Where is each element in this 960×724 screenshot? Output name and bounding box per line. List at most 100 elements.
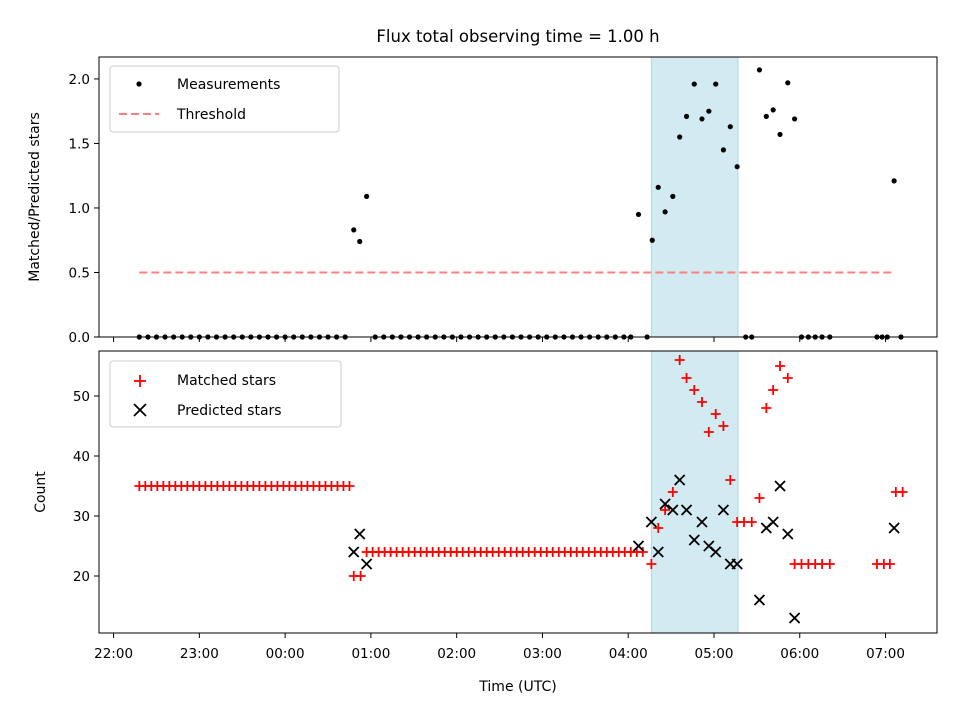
x-tick-label: 00:00 xyxy=(266,646,305,662)
top-panel: 0.0 0.5 1.0 1.5 2.0 Flux total observing tim… xyxy=(27,27,938,346)
measurements-point xyxy=(699,116,705,122)
measurements-point xyxy=(670,193,676,199)
measurements-point xyxy=(683,113,690,119)
x-tick-label: 05:00 xyxy=(695,646,734,662)
predicted-stars-point xyxy=(717,504,730,516)
matched-stars-point xyxy=(703,427,714,437)
bottom-plot-frame xyxy=(98,350,938,634)
matched-stars-point xyxy=(689,385,700,395)
y-tick-label: 0.5 xyxy=(69,265,90,281)
measurements-point xyxy=(351,227,357,233)
measurements-point xyxy=(655,184,661,190)
measurements-point xyxy=(649,237,655,243)
chart-title: Flux total observing time = 1.00 h xyxy=(376,27,659,46)
predicted-stars-point xyxy=(659,498,671,510)
predicted-stars-point xyxy=(753,594,766,606)
matched-stars-point xyxy=(637,547,648,557)
matched-stars-point xyxy=(884,559,895,569)
y-tick-label: 0.0 xyxy=(69,330,90,346)
bottom-panel: 20 30 40 50 22:00 23:00 00:00 01:00 02:00 03:00 0… xyxy=(33,350,938,695)
predicted-stars-point xyxy=(774,480,786,492)
legend-label-threshold: Threshold xyxy=(176,107,246,123)
predicted-stars-point xyxy=(667,504,679,516)
matched-stars-point xyxy=(710,409,721,419)
measurements-point xyxy=(770,107,776,113)
top-plot-frame xyxy=(98,56,938,338)
legend-label-predicted-stars: Predicted stars xyxy=(177,403,282,419)
y-tick-label: 40 xyxy=(73,449,90,465)
matched-stars-point xyxy=(897,487,908,497)
measurements-point xyxy=(792,116,798,122)
matched-stars-point xyxy=(696,397,707,407)
legend-marker-predicted-stars xyxy=(133,403,147,417)
y-tick-label: 30 xyxy=(73,509,90,525)
measurements-point xyxy=(364,193,370,199)
x-tick-label: 02:00 xyxy=(437,646,476,662)
matched-stars-point xyxy=(768,385,779,395)
legend-label-measurements: Measurements xyxy=(177,77,280,93)
matched-stars-point xyxy=(355,571,366,581)
measurements-point xyxy=(713,81,719,87)
matched-stars-point xyxy=(344,481,355,491)
top-legend: Measurements Threshold xyxy=(109,65,340,133)
matched-stars-point xyxy=(754,493,765,503)
predicted-stars-point xyxy=(688,534,700,546)
matched-stars-point xyxy=(746,517,757,527)
top-y-axis-label: Matched/Predicted stars xyxy=(27,112,43,282)
matched-stars-point xyxy=(725,475,736,485)
measurements-point xyxy=(777,131,783,138)
matched-stars-point xyxy=(782,373,793,383)
matched-stars-point xyxy=(667,487,678,497)
measurements-point xyxy=(734,164,740,170)
predicted-stars-point xyxy=(674,474,686,486)
measurements-point xyxy=(785,80,791,86)
predicted-stars-point xyxy=(632,540,645,552)
matched-stars-point xyxy=(681,373,692,383)
x-tick-label: 23:00 xyxy=(180,646,219,662)
x-tick-label: 06:00 xyxy=(780,646,819,662)
measurements-point xyxy=(720,147,727,153)
predicted-stars-point xyxy=(888,522,900,534)
matched-stars-point xyxy=(646,559,657,569)
y-tick-label: 20 xyxy=(73,569,90,585)
x-tick-label: 07:00 xyxy=(866,646,905,662)
predicted-stars-point xyxy=(354,528,366,540)
x-tick-label: 01:00 xyxy=(351,646,390,662)
predicted-stars-point xyxy=(348,546,360,558)
predicted-stars-point xyxy=(696,516,708,528)
measurements-point xyxy=(691,81,697,87)
x-tick-label: 04:00 xyxy=(609,646,648,662)
measurements-point xyxy=(763,113,769,119)
y-tick-label: 2.0 xyxy=(69,72,90,88)
matched-stars-point xyxy=(824,559,835,569)
legend-label-matched-stars: Matched stars xyxy=(177,373,276,389)
predicted-stars-point xyxy=(645,516,658,528)
x-tick-label: 03:00 xyxy=(523,646,562,662)
predicted-stars-point xyxy=(652,546,664,558)
predicted-stars-point xyxy=(360,558,373,570)
measurements-point xyxy=(635,211,642,218)
measurements-point xyxy=(357,238,363,245)
bottom-legend: Matched stars Predicted stars xyxy=(109,360,342,428)
predicted-stars-point xyxy=(767,516,779,528)
y-tick-label: 1.0 xyxy=(69,201,90,217)
measurements-point xyxy=(677,134,683,140)
measurements-point xyxy=(706,108,712,114)
y-tick-label: 50 xyxy=(73,389,90,405)
matched-stars-point xyxy=(653,523,664,533)
matched-stars-point xyxy=(718,421,729,431)
predicted-stars-point xyxy=(731,558,743,570)
highlight-span xyxy=(650,350,739,634)
matched-stars-point xyxy=(775,361,786,371)
bottom-x-axis-label: Time (UTC) xyxy=(478,679,556,695)
bottom-y-axis-label: Count xyxy=(33,471,49,513)
legend-marker-measurements xyxy=(136,81,142,87)
measurements-point xyxy=(662,209,668,215)
highlight-span xyxy=(650,56,739,338)
measurements-point xyxy=(756,67,763,73)
y-tick-label: 1.5 xyxy=(69,136,90,152)
x-tick-label: 22:00 xyxy=(94,646,133,662)
matched-stars-point xyxy=(674,355,685,365)
matched-stars-point xyxy=(761,403,772,413)
